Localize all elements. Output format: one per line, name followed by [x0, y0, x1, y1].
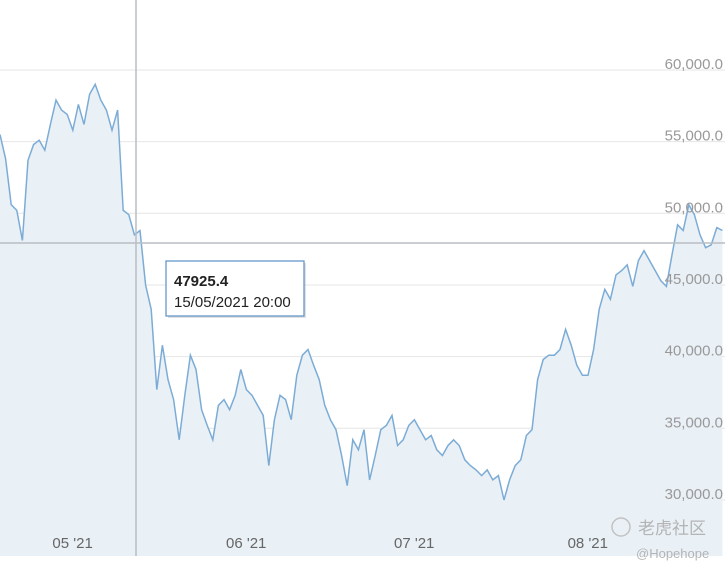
line	[0, 82, 723, 501]
y-tick-label: 50,000.0	[665, 199, 723, 216]
area	[0, 84, 723, 557]
plot	[0, 82, 725, 557]
y-tick-label: 55,000.0	[665, 128, 723, 145]
x-tick-label: 06 '21	[226, 535, 266, 552]
tooltip-value: 47925.4	[174, 273, 229, 290]
watermark-user: @Hopehope	[636, 546, 709, 561]
tooltip-date: 15/05/2021 20:00	[174, 294, 291, 311]
labels: 30,000.0 35,000.0 40,000.0 45,000.0 50,000.0…	[52, 56, 723, 552]
x-tick-label: 07 '21	[394, 535, 434, 552]
y-tick-label: 35,000.0	[665, 414, 723, 431]
y-tick-label: 40,000.0	[665, 343, 723, 360]
x-tick-label: 05 '21	[52, 535, 92, 552]
tooltip: 47925.4 15/05/2021 20:00	[165, 260, 306, 318]
watermark-brand: 老虎社区	[638, 519, 706, 538]
y-tick-label: 45,000.0	[665, 271, 723, 288]
watermark: 老虎社区 @Hopehope	[611, 517, 709, 561]
y-tick-label: 60,000.0	[665, 56, 723, 73]
watermark-icon	[611, 517, 631, 537]
tooltip-box	[165, 260, 305, 317]
y-tick-label: 30,000.0	[665, 486, 723, 503]
x-tick-label: 08 '21	[568, 535, 608, 552]
